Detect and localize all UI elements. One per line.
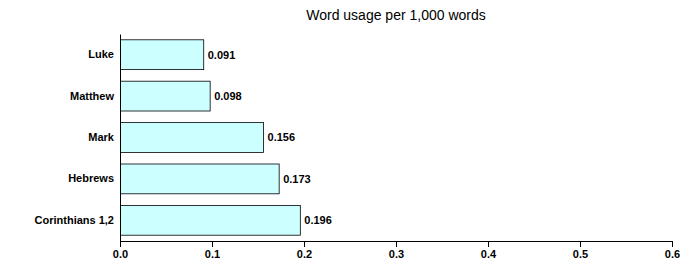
tick-mark bbox=[672, 241, 673, 247]
bar bbox=[120, 40, 204, 70]
tick-label: Luke bbox=[88, 48, 114, 60]
bars bbox=[120, 40, 300, 235]
data-label: 0.091 bbox=[208, 49, 236, 61]
tick-label: 0.0 bbox=[113, 248, 128, 260]
tick-label: Hebrews bbox=[68, 172, 114, 184]
tick: 0.1 bbox=[205, 241, 220, 260]
tick: 0.5 bbox=[573, 241, 588, 260]
tick-mark bbox=[396, 241, 397, 247]
tick: 0.3 bbox=[389, 241, 404, 260]
bar bbox=[120, 81, 210, 111]
data-labels: 0.196 0.173 0.156 0.098 0.091 bbox=[208, 49, 332, 227]
tick-label: 0.5 bbox=[573, 248, 588, 260]
tick-label: Matthew bbox=[70, 90, 114, 102]
tick-label: Corinthians 1,2 bbox=[35, 214, 114, 226]
tick: Hebrews bbox=[68, 172, 114, 184]
axis-domain bbox=[121, 242, 673, 248]
bar bbox=[120, 164, 279, 194]
tick-label: 0.6 bbox=[665, 248, 680, 260]
value-axis: 0.0 0.1 0.2 0.3 0.4 0.5 0.6 bbox=[113, 241, 680, 260]
tick-label: 0.2 bbox=[297, 248, 312, 260]
axis-domain bbox=[120, 35, 121, 242]
bar bbox=[120, 123, 264, 153]
tick: Luke bbox=[88, 48, 114, 60]
title: Word usage per 1,000 words bbox=[306, 7, 486, 23]
tick: 0.6 bbox=[665, 241, 680, 260]
data-label: 0.098 bbox=[214, 90, 242, 102]
data-label: 0.156 bbox=[268, 131, 296, 143]
tick: Matthew bbox=[70, 90, 114, 102]
bar bbox=[120, 205, 300, 235]
tick-label: Mark bbox=[88, 131, 115, 143]
data-label: 0.173 bbox=[283, 173, 311, 185]
tick: Mark bbox=[88, 131, 115, 143]
plot: 0.0 0.1 0.2 0.3 0.4 0.5 0.6 Corinthians 1,2 Hebr… bbox=[35, 35, 681, 260]
tick-mark bbox=[120, 241, 121, 247]
tick-mark bbox=[304, 241, 305, 247]
chart: 0.0 0.1 0.2 0.3 0.4 0.5 0.6 Corinthians 1,2 Hebr… bbox=[0, 0, 696, 271]
tick-label: 0.3 bbox=[389, 248, 404, 260]
tick-label: 0.1 bbox=[205, 248, 220, 260]
tick: 0.4 bbox=[481, 241, 497, 260]
tick: Corinthians 1,2 bbox=[35, 214, 114, 226]
tick-mark bbox=[488, 241, 489, 247]
tick: 0.0 bbox=[113, 241, 128, 260]
data-label: 0.196 bbox=[304, 214, 332, 226]
tick-label: 0.4 bbox=[481, 248, 497, 260]
tick-mark bbox=[212, 241, 213, 247]
tick: 0.2 bbox=[297, 241, 312, 260]
tick-mark bbox=[580, 241, 581, 247]
category-axis: Corinthians 1,2 Hebrews Mark Matthew Luke bbox=[35, 35, 121, 242]
